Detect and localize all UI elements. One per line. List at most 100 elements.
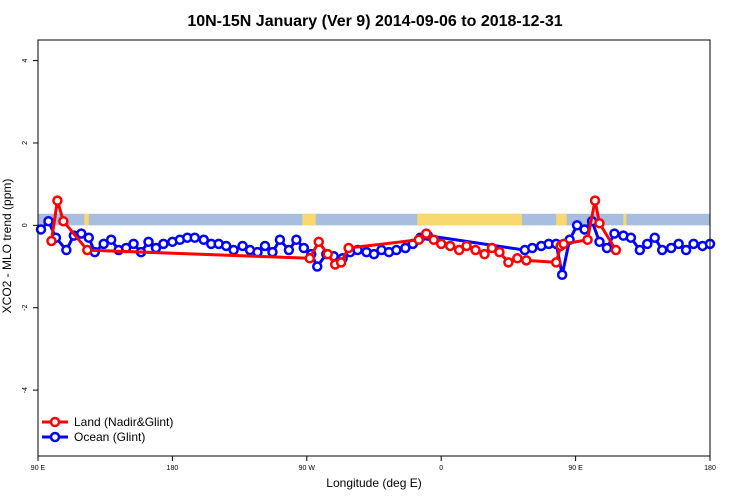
ocean-data-point <box>579 224 590 235</box>
legend: Land (Nadir&Glint) Ocean (Glint) <box>42 415 173 444</box>
land-data-point <box>343 242 354 254</box>
ocean-data-point <box>228 244 239 256</box>
ocean-data-point <box>76 228 87 239</box>
y-axis-label: XCO2 - MLO trend (ppm) <box>0 179 14 314</box>
x-tick-label: 90 E <box>568 465 583 472</box>
land-data-point <box>82 244 93 256</box>
ocean-data-point <box>665 242 677 254</box>
land-data-point <box>58 215 69 227</box>
land-data-point <box>435 238 447 250</box>
land-data-point <box>444 240 456 252</box>
land-data-point <box>494 246 505 258</box>
ocean-data-point <box>312 261 323 272</box>
ocean-data-point <box>291 234 302 246</box>
land-data-point <box>46 235 57 247</box>
land-data-point <box>558 238 569 250</box>
ocean-data-point <box>298 242 310 254</box>
land-patch <box>623 213 627 226</box>
land-series <box>46 195 622 270</box>
x-axis-label: Longitude (deg E) <box>326 476 421 490</box>
land-mask-band <box>38 213 710 226</box>
land-data-point <box>589 195 601 206</box>
x-tick-label: 90 W <box>299 465 316 472</box>
ocean-data-point <box>625 232 637 243</box>
y-tick-label: -2 <box>22 305 29 311</box>
ocean-data-point <box>368 248 380 260</box>
x-tick-label: 0 <box>439 465 443 472</box>
ocean-data-point <box>98 238 109 250</box>
ocean-data-point <box>283 244 295 256</box>
land-data-point <box>479 248 490 260</box>
land-patch <box>417 213 522 226</box>
ocean-data-point <box>556 269 568 281</box>
legend-marker-land <box>49 416 61 428</box>
ocean-data-point <box>158 238 169 250</box>
land-data-point <box>421 228 432 239</box>
land-data-point <box>521 255 532 266</box>
ocean-data-point <box>391 244 402 256</box>
land-data-point <box>512 253 523 264</box>
ocean-data-point <box>274 234 286 246</box>
y-tick-label: 2 <box>22 141 29 145</box>
ocean-band <box>38 213 710 226</box>
land-data-point <box>428 234 439 246</box>
ocean-data-point <box>259 240 271 252</box>
ocean-data-point <box>571 220 583 231</box>
legend-label-ocean: Ocean (Glint) <box>74 430 145 444</box>
land-data-point <box>582 234 593 246</box>
ocean-data-point <box>642 238 653 250</box>
ocean-data-point <box>189 232 201 243</box>
land-patch <box>556 213 567 226</box>
ocean-data-point <box>688 238 699 250</box>
legend-marker-ocean <box>49 431 61 443</box>
ocean-data-point <box>601 242 613 254</box>
y-tick-label: 0 <box>22 223 29 227</box>
y-tick-label: -4 <box>22 387 29 393</box>
ocean-data-point <box>634 244 646 256</box>
land-patch <box>84 213 89 226</box>
ocean-data-point <box>143 236 154 248</box>
x-tick-label: 180 <box>167 465 179 472</box>
land-data-point <box>594 218 605 229</box>
legend-label-land: Land (Nadir&Glint) <box>74 415 173 429</box>
ocean-data-point <box>527 242 538 254</box>
y-tick-label: 4 <box>22 59 29 63</box>
land-data-point <box>550 257 562 268</box>
chart-title: 10N-15N January (Ver 9) 2014-09-06 to 20… <box>187 13 562 30</box>
land-data-point <box>322 248 333 260</box>
plot-frame <box>37 39 711 457</box>
land-data-point <box>335 257 347 268</box>
ocean-data-point <box>673 238 684 250</box>
y-axis: 4 2 0 -2 -4 <box>22 59 38 393</box>
ocean-data-point <box>61 244 72 256</box>
land-data-point <box>52 195 63 206</box>
ocean-data-point <box>680 244 692 256</box>
land-data-point <box>413 234 425 246</box>
x-tick-label: 90 E <box>31 465 46 472</box>
ocean-data-point <box>649 232 660 243</box>
ocean-data-point <box>128 238 139 250</box>
ocean-data-point <box>609 228 620 239</box>
land-data-point <box>470 244 481 256</box>
land-data-point <box>453 244 465 256</box>
land-data-point <box>610 244 622 256</box>
land-data-point <box>503 257 514 268</box>
ocean-data-point <box>267 246 278 258</box>
x-tick-label: 180 <box>704 465 716 472</box>
ocean-data-point <box>220 240 232 252</box>
ocean-data-point <box>83 232 95 243</box>
ocean-data-point <box>400 242 411 254</box>
land-data-point <box>304 253 316 264</box>
ocean-data-point <box>43 215 54 227</box>
ocean-data-point <box>594 236 605 248</box>
x-axis: 90 E 180 90 W 0 90 E 180 <box>31 456 716 472</box>
ocean-data-point <box>105 234 117 246</box>
land-data-point <box>313 236 324 248</box>
ocean-data-point <box>656 244 668 256</box>
ocean-data-point <box>198 234 210 246</box>
ocean-data-point <box>237 240 248 252</box>
land-patch <box>302 213 316 226</box>
land-data-point <box>486 242 498 254</box>
land-data-point <box>461 240 472 252</box>
